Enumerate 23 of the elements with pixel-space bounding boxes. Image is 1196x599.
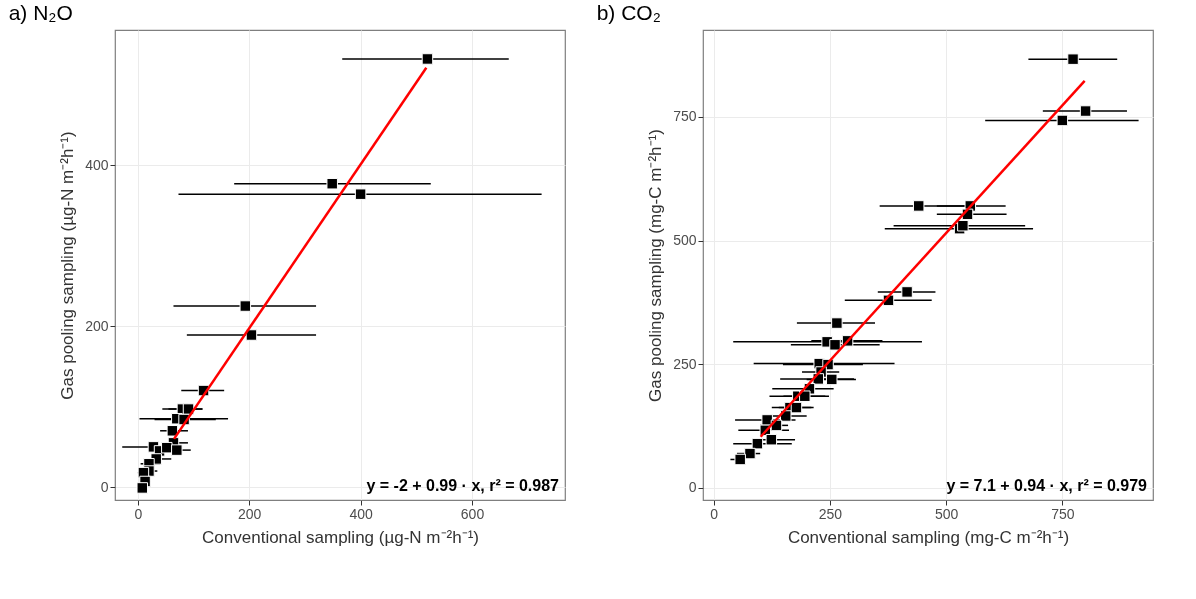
x-tick-label: 250 bbox=[818, 505, 843, 522]
x-axis-title: Conventional sampling (µg-N m⁻²h⁻¹) bbox=[202, 527, 479, 547]
y-tick-label: 500 bbox=[673, 232, 697, 249]
x-tick-label: 200 bbox=[238, 505, 262, 522]
y-axis-title: Gas pooling sampling (mg-C m⁻²h⁻¹) bbox=[646, 129, 666, 402]
y-tick-label: 0 bbox=[100, 478, 109, 495]
chart-title: a) N₂O bbox=[8, 1, 73, 24]
chart-title: b) CO₂ bbox=[596, 1, 661, 24]
y-tick-label: 400 bbox=[85, 156, 109, 173]
x-tick-label: 600 bbox=[460, 505, 485, 522]
x-tick-label: 0 bbox=[134, 505, 143, 522]
y-axis-title: Gas pooling sampling (µg-N m⁻²h⁻¹) bbox=[58, 131, 78, 400]
x-tick-label: 400 bbox=[349, 505, 373, 522]
x-tick-label: 750 bbox=[1051, 505, 1075, 522]
y-tick-label: 0 bbox=[688, 479, 697, 496]
x-tick-label: 500 bbox=[934, 505, 959, 522]
annotation: y = 7.1 + 0.94 · x, r² = 0.979 bbox=[946, 477, 1148, 494]
x-axis-title: Conventional sampling (mg-C m⁻²h⁻¹) bbox=[787, 527, 1070, 547]
annotation: y = -2 + 0.99 · x, r² = 0.987 bbox=[366, 477, 560, 494]
x-tick-label: 0 bbox=[710, 505, 719, 522]
y-tick-label: 200 bbox=[85, 317, 109, 334]
y-tick-label: 250 bbox=[673, 355, 697, 372]
y-tick-label: 750 bbox=[673, 108, 697, 125]
